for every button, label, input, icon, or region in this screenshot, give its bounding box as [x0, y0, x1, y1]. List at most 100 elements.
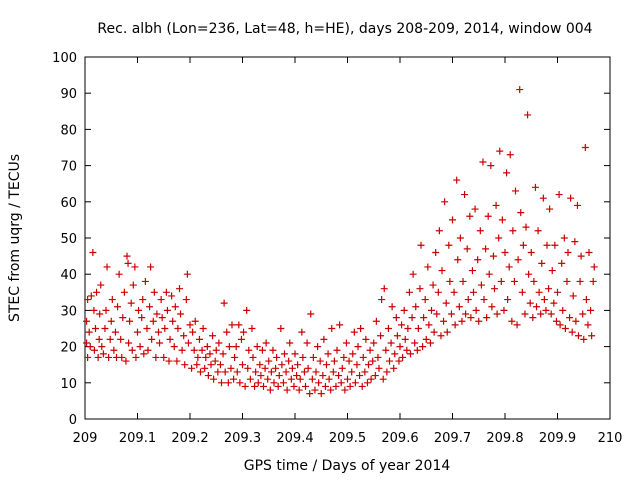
data-point	[244, 364, 252, 372]
data-point	[256, 361, 264, 369]
data-point	[590, 263, 598, 271]
data-point	[428, 306, 435, 314]
data-point	[215, 339, 223, 347]
data-point	[97, 281, 105, 289]
data-point	[102, 306, 110, 314]
data-point	[537, 310, 545, 318]
data-point	[189, 328, 197, 336]
data-point	[451, 321, 459, 329]
data-point	[270, 379, 278, 387]
data-point	[228, 321, 236, 329]
data-point	[476, 227, 484, 235]
data-point	[530, 277, 538, 285]
data-point	[349, 350, 357, 358]
y-tick-label: 90	[60, 87, 77, 102]
data-point	[107, 317, 115, 325]
data-point	[152, 353, 160, 361]
data-point	[533, 303, 540, 311]
data-point	[132, 353, 140, 361]
data-point	[459, 277, 467, 285]
data-point	[128, 346, 136, 354]
data-point	[363, 379, 371, 387]
x-tick-label: 209.3	[224, 431, 261, 446]
data-point	[267, 368, 275, 376]
data-point	[312, 368, 320, 376]
data-point	[251, 382, 259, 390]
data-point	[197, 368, 204, 376]
data-point	[101, 325, 109, 332]
data-point	[279, 379, 287, 387]
data-point	[333, 346, 341, 354]
data-point	[483, 314, 491, 322]
data-point	[560, 234, 568, 242]
data-point	[393, 332, 401, 340]
data-point	[564, 248, 572, 256]
data-point	[253, 343, 261, 351]
data-point	[86, 343, 94, 351]
data-point	[434, 288, 442, 296]
data-point	[396, 343, 404, 351]
data-point	[291, 350, 299, 358]
data-point	[303, 339, 311, 347]
data-point	[464, 296, 472, 304]
data-point	[220, 299, 228, 307]
data-point	[386, 357, 393, 365]
data-point	[487, 162, 495, 170]
data-point	[150, 288, 158, 296]
data-point	[543, 241, 551, 249]
data-point	[390, 364, 398, 372]
data-point	[425, 321, 433, 329]
data-point	[485, 270, 493, 278]
data-point	[480, 296, 488, 304]
data-point	[567, 194, 575, 202]
data-point	[99, 350, 107, 358]
data-point	[199, 325, 207, 332]
data-point	[449, 216, 456, 224]
x-tick-label: 209.5	[329, 431, 366, 446]
data-point	[437, 332, 445, 340]
data-point	[269, 346, 277, 354]
data-point	[83, 339, 91, 347]
data-point	[524, 111, 532, 119]
data-point	[288, 364, 296, 372]
data-point	[413, 346, 421, 354]
data-point	[188, 364, 196, 372]
data-point	[558, 259, 566, 267]
data-point	[191, 317, 199, 325]
data-point	[329, 368, 337, 376]
data-point	[540, 296, 548, 304]
data-point	[346, 382, 354, 390]
data-point	[579, 310, 587, 318]
chart-title: Rec. albh (Lon=236, Lat=48, h=HE), days …	[97, 21, 592, 37]
data-point	[278, 361, 286, 369]
data-point	[467, 314, 475, 322]
data-point	[246, 375, 254, 383]
data-points	[83, 86, 598, 398]
data-point	[93, 288, 101, 296]
data-point	[526, 299, 534, 307]
data-point	[354, 343, 362, 351]
data-point	[582, 296, 590, 304]
data-point	[573, 201, 581, 209]
data-point	[108, 296, 116, 304]
data-point	[556, 321, 564, 329]
data-point	[170, 343, 178, 351]
data-point	[169, 317, 177, 325]
data-point	[308, 375, 316, 383]
data-point	[503, 169, 511, 177]
data-point	[479, 158, 487, 166]
data-point	[231, 353, 239, 361]
data-point	[311, 386, 319, 394]
data-point	[581, 144, 589, 151]
x-tick-label: 209	[73, 431, 98, 446]
data-point	[395, 357, 403, 365]
data-point	[293, 372, 301, 380]
data-point	[141, 277, 149, 285]
data-point	[350, 328, 358, 336]
data-point	[512, 187, 519, 195]
data-point	[371, 372, 379, 380]
data-point	[224, 379, 232, 387]
y-tick-label: 50	[60, 232, 77, 247]
data-point	[500, 306, 508, 314]
data-point	[438, 267, 446, 275]
